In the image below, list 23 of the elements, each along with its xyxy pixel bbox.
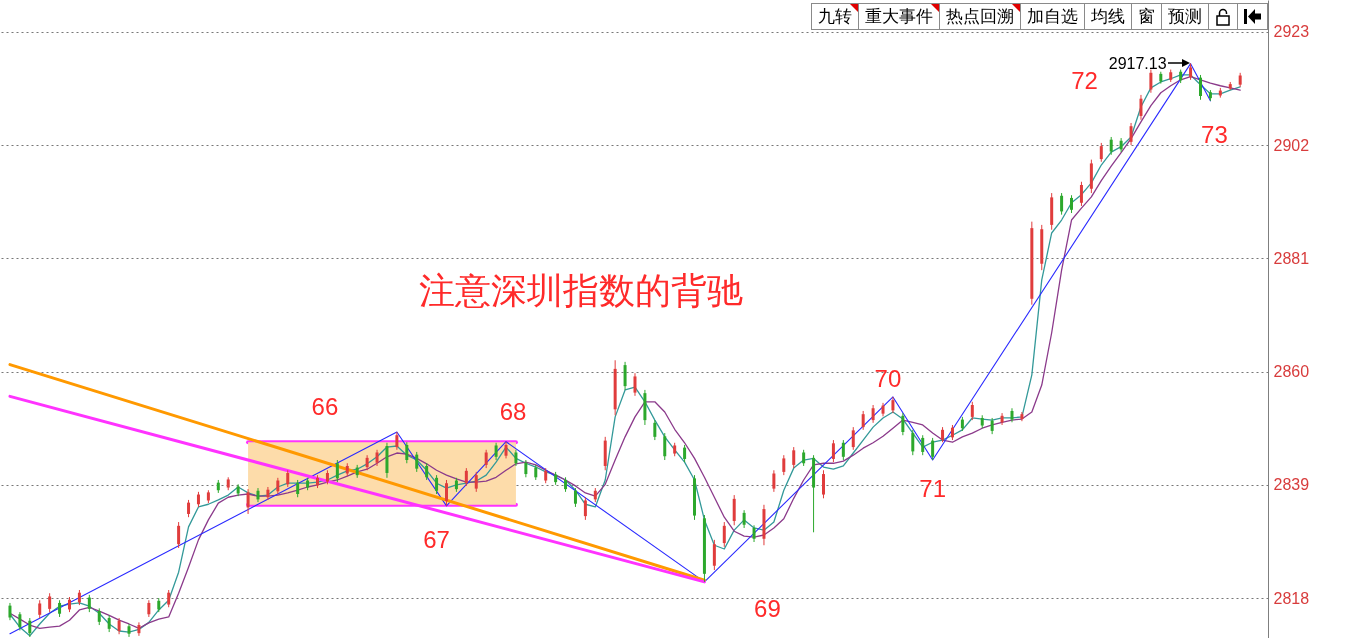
annotation: 73 — [1201, 120, 1228, 148]
annotation: 热点回溯 — [940, 3, 1021, 30]
y-tick-label: 2923 — [1273, 23, 1310, 41]
y-tick-label: 2881 — [1273, 249, 1310, 267]
annotation: 2917.13 — [1108, 55, 1167, 73]
annotation: 九转 — [811, 3, 859, 30]
annotation: 71 — [919, 475, 946, 503]
annotation: 注意深圳指数的背驰 — [418, 270, 743, 312]
annotation: 66 — [311, 392, 339, 420]
y-tick-label: 2818 — [1273, 589, 1310, 607]
annotation: 70 — [874, 364, 902, 392]
annotation: 窗 — [1132, 3, 1162, 30]
annotation: 69 — [754, 594, 781, 622]
annotation: 重大事件 — [859, 3, 940, 30]
y-tick-label: 2860 — [1273, 363, 1310, 381]
y-tick-label: 2839 — [1273, 476, 1310, 494]
annotation: 72 — [1071, 66, 1098, 94]
annotation: 加自选 — [1021, 3, 1085, 30]
annotation: 均线 — [1085, 3, 1132, 30]
y-tick-label: 2902 — [1273, 136, 1310, 154]
annotation: 67 — [423, 525, 450, 553]
annotation: 68 — [499, 397, 527, 425]
annotation: 预测 — [1162, 3, 1209, 30]
